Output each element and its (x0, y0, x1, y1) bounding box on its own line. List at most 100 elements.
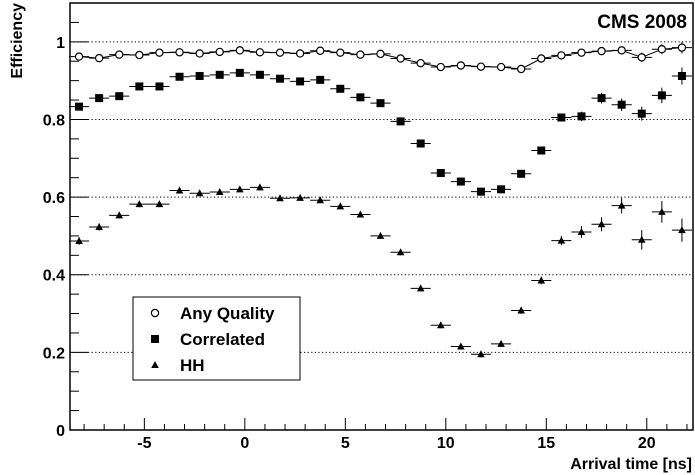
chart-title: CMS 2008 (597, 12, 687, 33)
data-point (577, 48, 586, 57)
data-point (175, 72, 184, 81)
data-point (95, 94, 104, 103)
data-point (516, 64, 526, 74)
data-point (477, 350, 485, 358)
grid-lines (70, 41, 693, 353)
data-point (115, 211, 124, 219)
data-point (356, 93, 365, 102)
data-point (597, 94, 606, 103)
data-point (255, 48, 265, 57)
data-point (416, 58, 425, 68)
y-axis-label: Efficiency (9, 3, 26, 79)
legend-box (132, 296, 301, 381)
data-point (517, 306, 525, 314)
data-point (94, 53, 104, 63)
y-tick-label: 0.6 (43, 190, 65, 207)
data-point (175, 186, 184, 194)
data-point (597, 220, 606, 228)
data-point (597, 46, 606, 56)
x-tick-label: 20 (638, 435, 656, 452)
y-tick-label: 1 (56, 35, 65, 52)
data-point (276, 74, 285, 83)
legend: Any Quality Correlated HH (132, 296, 301, 381)
data-point (637, 109, 646, 118)
data-point (336, 84, 345, 93)
data-point (235, 46, 245, 55)
data-point (376, 231, 385, 239)
data-point (436, 169, 445, 178)
data-point (497, 185, 506, 194)
series-hh (68, 183, 692, 358)
data-point (396, 54, 405, 63)
data-point (175, 48, 184, 57)
data-point (557, 236, 566, 244)
data-point (115, 50, 124, 59)
data-point (577, 228, 586, 236)
data-point (215, 188, 224, 196)
data-point (457, 342, 465, 350)
data-point (436, 321, 445, 329)
data-point (95, 222, 103, 230)
data-point (75, 102, 84, 111)
data-point (75, 236, 83, 244)
axis-ticks: -5 0 5 10 15 20 0 0.2 0.4 0.6 0.8 1 (43, 21, 688, 452)
legend-marker (150, 308, 160, 318)
data-point (356, 50, 365, 59)
x-tick-label: 15 (537, 435, 555, 452)
x-tick-label: 0 (240, 435, 249, 452)
data-point (496, 62, 506, 72)
data-point (296, 193, 304, 201)
data-point (195, 49, 204, 58)
x-tick-label: 10 (437, 435, 455, 452)
legend-label: Correlated (180, 330, 265, 349)
data-point (537, 276, 546, 284)
data-point (155, 48, 164, 57)
data-point (657, 91, 666, 100)
data-point (376, 49, 385, 59)
data-point (235, 68, 244, 77)
data-point (416, 139, 425, 148)
data-point (215, 47, 224, 57)
data-point (195, 189, 204, 197)
data-point (637, 53, 646, 62)
data-point (416, 284, 425, 292)
data-point (135, 200, 144, 208)
data-point (316, 75, 325, 84)
data-point (276, 194, 284, 202)
data-point (537, 146, 546, 155)
data-point (517, 169, 526, 178)
data-point (677, 71, 686, 80)
data-point (476, 187, 485, 196)
data-point (74, 52, 84, 61)
legend-marker (151, 361, 159, 368)
data-point (677, 43, 687, 52)
x-axis-label: Arrival time [ns] (570, 456, 692, 473)
data-point (396, 248, 405, 256)
data-point (316, 46, 325, 55)
series-correlated (68, 67, 692, 196)
y-tick-label: 0.8 (43, 112, 65, 129)
data-point (295, 49, 305, 58)
data-point (678, 226, 686, 234)
data-point (135, 82, 144, 91)
data-point (135, 50, 144, 60)
data-point (476, 62, 486, 71)
data-point (316, 196, 325, 204)
data-point (195, 71, 204, 80)
data-point (436, 62, 445, 72)
y-tick-label: 0.4 (43, 268, 65, 285)
x-tick-label: -5 (137, 435, 151, 452)
legend-marker (151, 335, 159, 343)
legend-label: HH (180, 356, 205, 375)
data-point (336, 48, 345, 57)
data-point (577, 112, 586, 121)
data-point (617, 100, 626, 109)
data-point (617, 46, 626, 55)
data-point (155, 82, 164, 91)
data-point (557, 113, 566, 122)
y-tick-label: 0 (56, 423, 65, 440)
data-point (255, 70, 264, 79)
data-point (215, 70, 224, 79)
data-point (537, 54, 546, 63)
